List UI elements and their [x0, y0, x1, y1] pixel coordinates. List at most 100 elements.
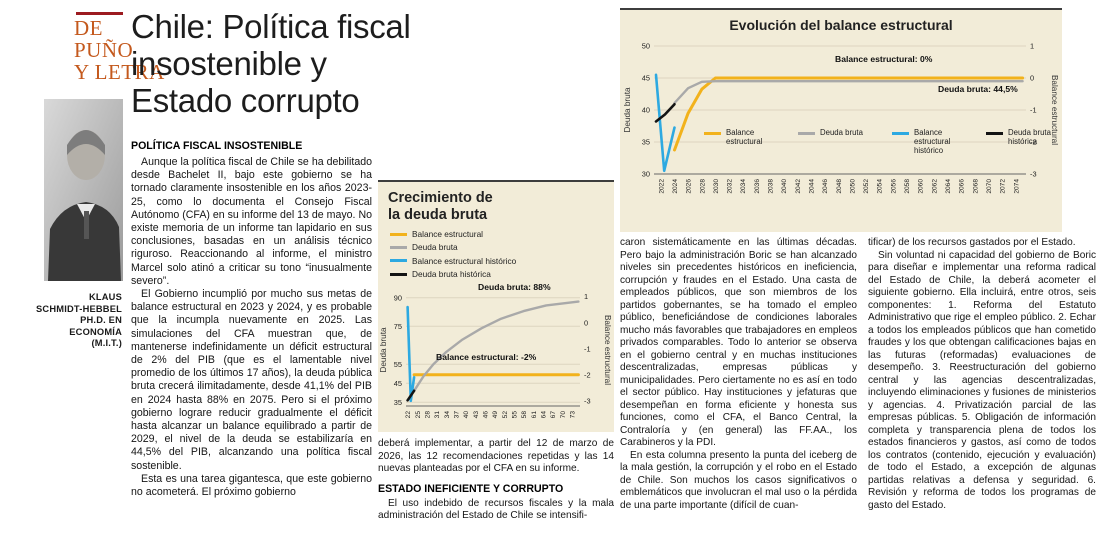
- svg-text:2028: 2028: [699, 179, 706, 194]
- author-title-line: PH.D. EN: [80, 315, 122, 326]
- svg-text:90: 90: [394, 293, 402, 302]
- svg-text:2058: 2058: [904, 179, 911, 194]
- legend-item: Balance estructural histórico: [892, 128, 972, 155]
- section-title-estado: ESTADO INEFICIENTE Y CORRUPTO: [378, 482, 564, 495]
- author-portrait-illustration: [44, 99, 123, 281]
- legend-swatch-blue: [892, 132, 909, 135]
- author-title-line: ECONOMÍA: [69, 326, 122, 337]
- section-title-fiscal: POLÍTICA FISCAL INSOSTENIBLE: [131, 140, 303, 152]
- paragraph: tificar) de los recursos gastados por el…: [868, 237, 1076, 248]
- svg-text:40: 40: [642, 106, 650, 115]
- legend-item: Deuda bruta: [798, 128, 878, 155]
- article-column-4: tificar) de los recursos gastados por el…: [868, 237, 1096, 512]
- legend-label: Balance estructural histórico: [412, 255, 517, 266]
- rubric-top-rule: [76, 12, 123, 15]
- svg-text:1: 1: [1030, 42, 1034, 51]
- svg-text:2040: 2040: [781, 179, 788, 194]
- svg-text:2060: 2060: [918, 179, 925, 194]
- paragraph: Sin voluntad ni capacidad del gobierno d…: [868, 249, 1096, 511]
- svg-text:22: 22: [405, 411, 412, 419]
- svg-text:2024: 2024: [672, 179, 679, 194]
- svg-text:-1: -1: [1030, 106, 1037, 115]
- svg-text:2036: 2036: [754, 179, 761, 194]
- headline: Chile: Política fiscal insostenible y Es…: [131, 8, 461, 119]
- annotation-deuda-445: Deuda bruta: 44,5%: [938, 84, 1018, 94]
- legend-swatch-black: [390, 272, 407, 276]
- rubric-line: Y LETRA: [74, 60, 165, 84]
- svg-text:2072: 2072: [1000, 179, 1007, 194]
- legend-label: Balance estructural: [726, 128, 763, 146]
- legend-label: Deuda bruta histórica: [1008, 128, 1051, 146]
- legend-swatch-yellow: [390, 232, 407, 236]
- paragraph: caron sistemáticamente en las últimas dé…: [620, 237, 857, 448]
- svg-text:61: 61: [531, 411, 538, 419]
- svg-text:73: 73: [569, 411, 576, 419]
- svg-text:40: 40: [463, 411, 470, 419]
- author-credit: KLAUS SCHMIDT-HEBBEL PH.D. EN ECONOMÍA (…: [0, 292, 122, 350]
- svg-text:2064: 2064: [945, 179, 952, 194]
- svg-text:2044: 2044: [809, 179, 816, 194]
- legend-label: Deuda bruta: [412, 242, 458, 253]
- svg-text:35: 35: [394, 398, 402, 407]
- legend-label: Deuda bruta: [820, 128, 863, 137]
- author-title-line: (M.I.T.): [91, 338, 122, 349]
- chart-legend: Balance estructural Deuda bruta Balance …: [704, 128, 1066, 155]
- paragraph: Aunque la política fiscal de Chile se ha…: [131, 156, 372, 287]
- svg-text:45: 45: [642, 74, 650, 83]
- svg-text:2046: 2046: [822, 179, 829, 194]
- legend-swatch-gray: [798, 132, 815, 135]
- svg-text:-1: -1: [584, 344, 591, 353]
- svg-text:0: 0: [1030, 74, 1034, 83]
- paragraph: Esta es una tarea gigantesca, que este g…: [131, 472, 372, 499]
- legend-item: Deuda bruta histórica: [986, 128, 1066, 155]
- paragraph: El uso indebido de recursos fiscales y l…: [378, 497, 614, 522]
- svg-text:2038: 2038: [768, 179, 775, 194]
- svg-text:2032: 2032: [727, 179, 734, 194]
- svg-text:2068: 2068: [972, 179, 979, 194]
- line-chart-plot: 35 45 55 75 90 1 0 -1 -2 -3 22 25 28 31 34 37 40 43 46 49 52…: [394, 292, 591, 419]
- line-chart-plot: 30 35 40 45 50 1 0 -1 -2 -3 2022 2024 2026 2028 2030 20…: [642, 42, 1037, 194]
- svg-text:2034: 2034: [740, 179, 747, 194]
- svg-text:2062: 2062: [931, 179, 938, 194]
- svg-text:2030: 2030: [713, 179, 720, 194]
- svg-text:2042: 2042: [795, 179, 802, 194]
- svg-text:2050: 2050: [849, 179, 856, 194]
- column-rubric: DE PUÑO Y LETRA: [74, 17, 165, 83]
- svg-text:30: 30: [642, 170, 650, 179]
- svg-text:25: 25: [415, 411, 422, 419]
- legend-item: Deuda bruta histórica: [390, 269, 516, 279]
- svg-text:2022: 2022: [658, 179, 665, 194]
- svg-text:2070: 2070: [986, 179, 993, 194]
- svg-text:43: 43: [473, 411, 480, 419]
- svg-text:2026: 2026: [686, 179, 693, 194]
- paragraph: El Gobierno incumplió por mucho sus meta…: [131, 288, 372, 472]
- svg-text:-2: -2: [1030, 138, 1037, 147]
- svg-text:50: 50: [642, 42, 650, 51]
- svg-text:46: 46: [482, 411, 489, 419]
- svg-text:1: 1: [584, 292, 588, 301]
- legend-swatch-black: [986, 132, 1003, 135]
- chart-crecimiento-deuda-bruta: Crecimiento de la deuda bruta Balance es…: [378, 180, 614, 432]
- rubric-line: DE: [74, 16, 103, 40]
- legend-item: Balance estructural: [704, 128, 784, 155]
- paragraph: En esta columna presento la punta del ic…: [620, 449, 857, 511]
- author-name-line: SCHMIDT-HEBBEL: [36, 303, 122, 314]
- headline-line: Estado corrupto: [131, 82, 360, 119]
- legend-swatch-gray: [390, 245, 407, 249]
- svg-text:2052: 2052: [863, 179, 870, 194]
- author-name-line: KLAUS: [88, 292, 122, 302]
- svg-text:45: 45: [394, 379, 402, 388]
- legend-label: Balance estructural histórico: [914, 128, 951, 155]
- svg-text:67: 67: [550, 411, 557, 419]
- legend-swatch-yellow: [704, 132, 721, 135]
- svg-text:31: 31: [434, 411, 441, 419]
- svg-text:2048: 2048: [836, 179, 843, 194]
- svg-text:55: 55: [511, 411, 518, 419]
- author-photo: [44, 99, 123, 281]
- article-column-1: POLÍTICA FISCAL INSOSTENIBLE Aunque la p…: [131, 140, 372, 499]
- chart-evolucion-balance-estructural: Evolución del balance estructural Deuda …: [620, 8, 1062, 232]
- chart-title: Crecimiento de la deuda bruta: [388, 190, 493, 223]
- annotation-balance-0: Balance estructural: 0%: [835, 54, 933, 64]
- svg-text:2074: 2074: [1013, 179, 1020, 194]
